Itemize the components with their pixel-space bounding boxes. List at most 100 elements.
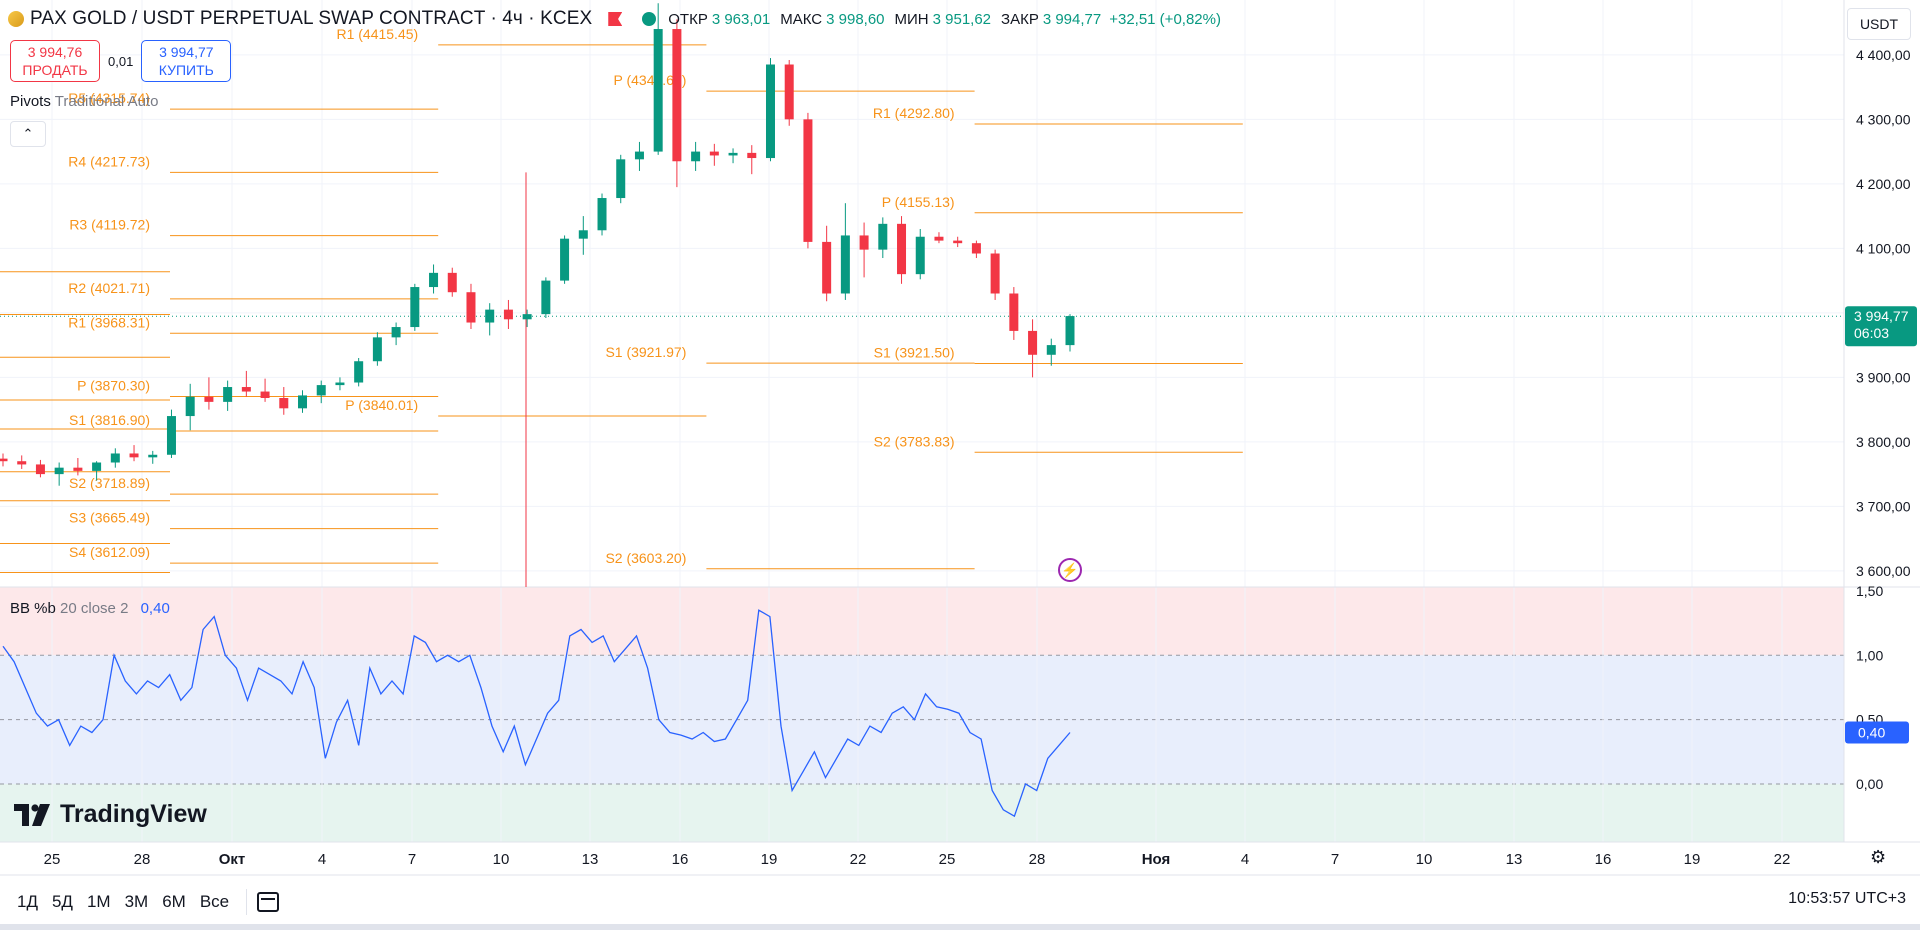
bb-overbought-band xyxy=(0,587,1844,656)
close-value: 3 994,77 xyxy=(1042,10,1102,28)
symbol-title[interactable]: PAX GOLD / USDT PERPETUAL SWAP CONTRACT … xyxy=(30,8,593,29)
chevron-up-icon: ⌃ xyxy=(22,126,34,141)
candle-body xyxy=(653,29,663,152)
candle-body xyxy=(447,272,457,293)
candle-body xyxy=(185,396,195,417)
open-value: 3 963,01 xyxy=(711,10,771,28)
toolbar-divider xyxy=(246,889,248,915)
range-5d-button[interactable]: 5Д xyxy=(51,892,73,911)
price-tick-label: 3 900,00 xyxy=(1856,369,1911,385)
pivot-label: R1 (4292.80) xyxy=(873,105,955,121)
bb-tick-label: 0,00 xyxy=(1856,776,1883,792)
pivots-name: Pivots xyxy=(10,93,51,110)
lightning-icon[interactable]: ⚡ xyxy=(1058,558,1082,582)
pivots-legend[interactable]: Pivots Traditional Auto xyxy=(10,93,158,110)
pivot-label: R2 (4021.71) xyxy=(68,280,150,296)
candle-body xyxy=(485,309,495,323)
sell-button[interactable]: 3 994,76 ПРОДАТЬ xyxy=(10,40,100,82)
pivot-label: R3 (4119.72) xyxy=(69,217,150,233)
price-tick-label: 4 400,00 xyxy=(1856,47,1911,63)
time-tick-label: 10 xyxy=(1416,851,1433,868)
candle-body xyxy=(971,243,981,254)
flag-icon[interactable] xyxy=(608,12,623,26)
candle-body xyxy=(878,223,888,250)
range-1m-button[interactable]: 1М xyxy=(86,892,111,911)
timeframe-bar: 1Д 5Д 1М 3М 6М Все xyxy=(10,888,280,916)
bb-legend[interactable]: BB %b 20 close 2 0,40 xyxy=(10,600,170,617)
candle-body xyxy=(897,223,907,275)
bb-name: BB %b xyxy=(10,600,56,617)
buy-label: КУПИТЬ xyxy=(158,62,214,78)
last-price-label: 3 994,77 xyxy=(1854,308,1909,324)
candle-body xyxy=(410,287,420,328)
range-1d-button[interactable]: 1Д xyxy=(17,892,38,911)
candle-body xyxy=(953,240,963,244)
buy-button[interactable]: 3 994,77 КУПИТЬ xyxy=(141,40,232,82)
tradingview-logo: TradingView xyxy=(14,800,207,829)
candle-body xyxy=(241,387,251,392)
spread-value: 0,01 xyxy=(108,53,134,69)
brand-name: TradingView xyxy=(60,800,207,828)
candle-body xyxy=(1028,330,1038,355)
candle-body xyxy=(54,467,64,475)
candle-body xyxy=(822,241,832,294)
candle-body xyxy=(1009,293,1019,331)
collapse-legend-button[interactable]: ⌃ xyxy=(10,121,46,147)
time-tick-label: 4 xyxy=(1241,851,1249,868)
pivot-label: S1 (3816.90) xyxy=(69,412,150,428)
range-all-button[interactable]: Все xyxy=(199,892,230,911)
candle-body xyxy=(616,159,626,199)
price-tick-label: 4 300,00 xyxy=(1856,111,1911,127)
pivot-label: P (3870.30) xyxy=(77,378,150,394)
settings-gear-icon[interactable]: ⚙ xyxy=(1870,847,1887,867)
candle-body xyxy=(279,397,289,409)
candle-body xyxy=(110,453,120,463)
candle-body xyxy=(728,152,738,156)
pivot-label: R1 (3968.31) xyxy=(68,314,150,330)
candle-body xyxy=(522,314,532,320)
candle-body xyxy=(391,327,401,338)
time-tick-label: 13 xyxy=(582,851,599,868)
bb-oversold-band xyxy=(0,784,1844,842)
countdown-label: 06:03 xyxy=(1854,325,1889,341)
candle-body xyxy=(0,458,8,462)
low-value: 3 951,62 xyxy=(932,10,992,28)
candle-body xyxy=(204,396,214,402)
pivot-label: R1 (4415.45) xyxy=(336,26,418,42)
high-label: МАКС xyxy=(780,10,823,28)
low-label: МИН xyxy=(894,10,929,28)
clock[interactable]: 10:53:57 UTC+3 xyxy=(1788,890,1906,907)
price-tick-label: 4 200,00 xyxy=(1856,176,1911,192)
bb-last-label: 0,40 xyxy=(1858,725,1885,741)
change-value: +32,51 (+0,82%) xyxy=(1109,10,1221,28)
candle-body xyxy=(503,309,513,320)
range-6m-button[interactable]: 6М xyxy=(162,892,186,911)
pivot-label: P (4155.13) xyxy=(882,194,955,210)
range-3m-button[interactable]: 3М xyxy=(124,892,149,911)
candle-body xyxy=(560,238,570,281)
time-tick-label: 13 xyxy=(1506,851,1523,868)
bb-tick-label: 1,50 xyxy=(1856,583,1883,599)
candle-body xyxy=(784,64,794,120)
calendar-icon[interactable] xyxy=(257,892,280,912)
candle-body xyxy=(354,361,364,383)
time-tick-label: 10 xyxy=(493,851,510,868)
time-tick-label: 28 xyxy=(134,851,151,868)
time-tick-label: Ноя xyxy=(1142,851,1171,868)
bb-tick-label: 1,00 xyxy=(1856,647,1883,663)
pivot-label: S3 (3665.49) xyxy=(69,510,150,526)
candle-body xyxy=(859,235,869,250)
candle-body xyxy=(691,151,701,162)
candle-body xyxy=(840,235,850,294)
time-tick-label: 25 xyxy=(939,851,956,868)
currency-button[interactable]: USDT xyxy=(1847,8,1911,40)
sell-label: ПРОДАТЬ xyxy=(22,62,88,78)
pivot-label: R4 (4217.73) xyxy=(68,153,150,169)
bottom-scroll-strip xyxy=(0,924,1920,930)
candle-body xyxy=(634,151,644,160)
candle-body xyxy=(672,29,682,162)
pivot-label: S4 (3612.09) xyxy=(69,544,150,560)
market-status-icon[interactable] xyxy=(642,12,657,26)
candle-body xyxy=(578,230,588,239)
